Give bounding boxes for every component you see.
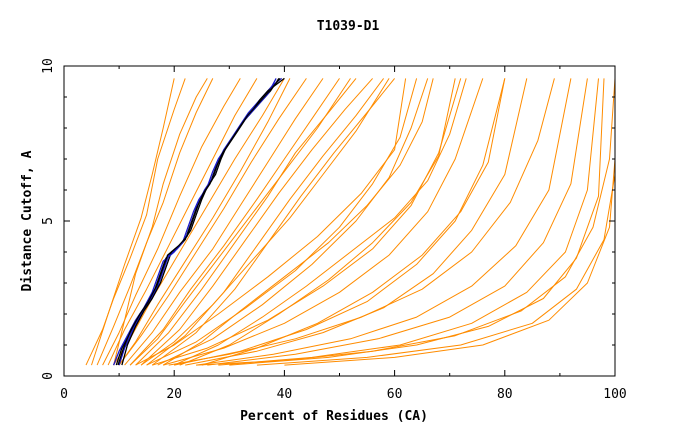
x-tick-label-20: 20 <box>166 387 182 402</box>
background-series-line-31 <box>284 78 616 366</box>
background-series-line-10 <box>146 78 385 366</box>
background-series-line-28 <box>229 78 605 366</box>
background-series-line-27 <box>218 78 599 366</box>
background-series-group <box>85 78 616 366</box>
background-series-line-21 <box>163 78 484 366</box>
background-series-line-7 <box>129 78 340 366</box>
x-tick-label-0: 0 <box>60 387 68 402</box>
y-tick-label-5: 5 <box>41 217 56 225</box>
highlight-series-group <box>112 77 285 366</box>
x-tick-label-60: 60 <box>387 387 403 402</box>
background-series-line-15 <box>129 78 351 366</box>
background-series-line-24 <box>168 78 555 366</box>
background-series-line-20 <box>152 78 462 366</box>
background-series-line-25 <box>196 78 572 366</box>
background-series-line-12 <box>113 78 208 366</box>
background-series-line-34 <box>179 78 456 366</box>
y-tick-label-10: 10 <box>41 58 56 74</box>
background-series-line-29 <box>196 78 616 366</box>
background-series-line-17 <box>135 78 407 366</box>
highlight-series-line-2 <box>121 77 285 366</box>
x-tick-label-80: 80 <box>497 387 513 402</box>
x-axis-ticks <box>63 66 616 376</box>
background-series-line-22 <box>174 78 506 366</box>
x-tick-label-40: 40 <box>277 387 293 402</box>
background-series-line-2 <box>102 78 241 366</box>
background-series-line-5 <box>118 78 307 366</box>
background-series-line-33 <box>162 78 434 366</box>
plot-frame <box>63 65 616 377</box>
y-axis-ticks <box>64 65 615 377</box>
x-tick-label-100: 100 <box>603 387 626 402</box>
background-series-line-18 <box>146 78 418 366</box>
background-series-line-23 <box>185 78 528 366</box>
background-series-line-26 <box>207 78 588 366</box>
highlight-series-line-4 <box>117 77 281 366</box>
background-series-line-14 <box>118 78 291 366</box>
background-series-line-19 <box>157 78 429 366</box>
x-axis-label: Percent of Residues (CA) <box>240 409 428 424</box>
background-series-line-3 <box>107 78 258 366</box>
background-series-line-35 <box>201 78 506 366</box>
chart-title: T1039-D1 <box>317 19 380 34</box>
background-series-line-9 <box>140 78 373 366</box>
background-series-line-1 <box>96 78 214 366</box>
y-tick-label-0: 0 <box>41 372 56 380</box>
y-axis-label: Distance Cutoff, A <box>20 150 35 291</box>
background-series-line-32 <box>173 78 467 366</box>
background-series-line-13 <box>91 78 175 366</box>
background-series-line-6 <box>124 78 324 366</box>
background-series-line-16 <box>140 78 390 366</box>
